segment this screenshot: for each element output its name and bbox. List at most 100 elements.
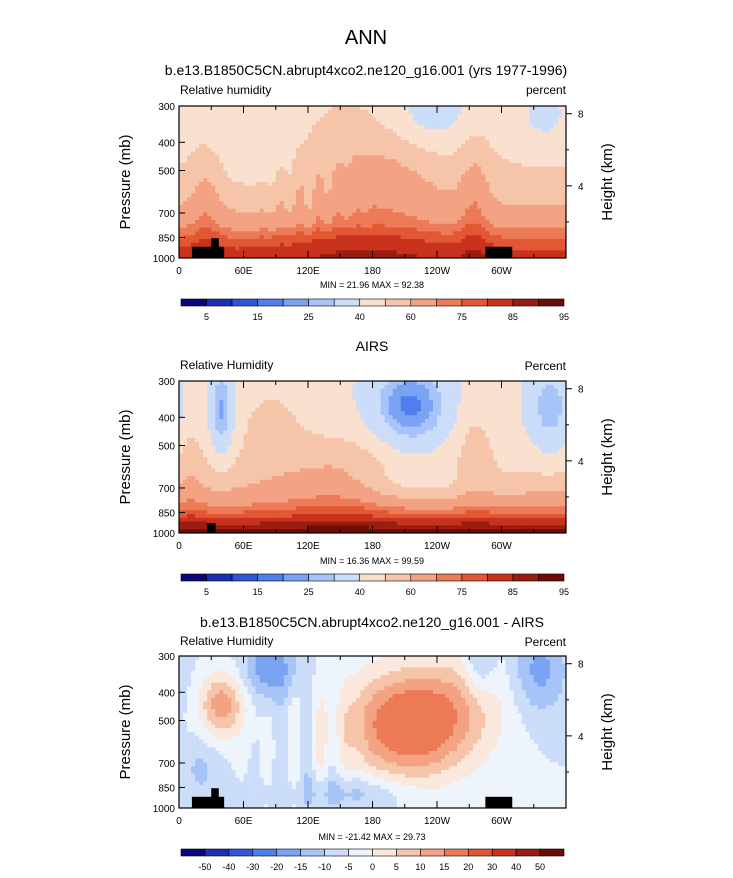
contour-cell <box>417 121 421 125</box>
contour-cell <box>296 400 300 404</box>
contour-cell <box>207 117 211 121</box>
contour-cell <box>256 400 260 404</box>
contour-cell <box>195 140 199 144</box>
contour-cell <box>433 400 437 404</box>
contour-cell <box>381 110 385 114</box>
contour-cell <box>510 209 514 213</box>
contour-cell <box>518 106 522 110</box>
contour-cell <box>457 235 461 239</box>
contour-cell <box>429 148 433 152</box>
contour-cell <box>292 136 296 140</box>
contour-cell <box>518 415 522 419</box>
contour-cell <box>453 385 457 389</box>
contour-cell <box>485 239 489 243</box>
contour-cell <box>211 133 215 137</box>
contour-cell <box>256 389 260 393</box>
contour-cell <box>360 250 364 254</box>
contour-cell <box>352 140 356 144</box>
contour-cell <box>437 174 441 178</box>
contour-cell <box>308 136 312 140</box>
contour-cell <box>312 389 316 393</box>
contour-cell <box>248 247 252 251</box>
contour-cell <box>235 408 239 412</box>
contour-cell <box>526 209 530 213</box>
contour-cell <box>340 224 344 228</box>
contour-cell <box>191 404 195 408</box>
contour-cell <box>401 163 405 167</box>
contour-cell <box>425 220 429 224</box>
contour-cell <box>348 125 352 129</box>
contour-cell <box>252 209 256 213</box>
contour-cell <box>461 231 465 235</box>
contour-cell <box>199 243 203 247</box>
contour-cell <box>397 385 401 389</box>
contour-cell <box>433 389 437 393</box>
contour-cell <box>457 205 461 209</box>
contour-cell <box>445 408 449 412</box>
contour-cell <box>360 400 364 404</box>
contour-cell <box>514 110 518 114</box>
contour-cell <box>199 392 203 396</box>
contour-cell <box>332 174 336 178</box>
contour-cell <box>344 155 348 159</box>
contour-cell <box>457 239 461 243</box>
contour-cell <box>300 117 304 121</box>
contour-cell <box>308 140 312 144</box>
contour-cell <box>497 136 501 140</box>
contour-cell <box>457 247 461 251</box>
contour-cell <box>506 231 510 235</box>
contour-cell <box>502 148 506 152</box>
contour-cell <box>280 411 284 415</box>
contour-cell <box>429 392 433 396</box>
contour-cell <box>546 212 550 216</box>
contour-cell <box>300 121 304 125</box>
contour-cell <box>510 155 514 159</box>
contour-cell <box>284 193 288 197</box>
contour-cell <box>272 224 276 228</box>
contour-cell <box>542 159 546 163</box>
contour-cell <box>473 197 477 201</box>
contour-cell <box>260 231 264 235</box>
contour-cell <box>554 224 558 228</box>
contour-cell <box>373 243 377 247</box>
contour-cell <box>308 155 312 159</box>
contour-cell <box>469 117 473 121</box>
contour-cell <box>465 133 469 137</box>
contour-cell <box>546 247 550 251</box>
contour-cell <box>308 220 312 224</box>
panel-model: b.e13.B1850C5CN.abrupt4xco2.ne120_g16.00… <box>117 62 616 322</box>
contour-cell <box>344 125 348 129</box>
contour-cell <box>356 404 360 408</box>
contour-cell <box>235 114 239 118</box>
contour-cell <box>473 171 477 175</box>
contour-cell <box>385 408 389 412</box>
contour-cell <box>316 140 320 144</box>
contour-cell <box>296 235 300 239</box>
contour-cell <box>268 419 272 423</box>
contour-cell <box>473 110 477 114</box>
contour-cell <box>538 224 542 228</box>
contour-cell <box>485 129 489 133</box>
contour-cell <box>469 148 473 152</box>
contour-cell <box>389 224 393 228</box>
contour-cell <box>215 385 219 389</box>
contour-cell <box>256 125 260 129</box>
contour-cell <box>211 155 215 159</box>
contour-cell <box>429 178 433 182</box>
contour-cell <box>389 415 393 419</box>
contour-cell <box>445 136 449 140</box>
contour-cell <box>340 235 344 239</box>
contour-cell <box>183 193 187 197</box>
contour-cell <box>356 201 360 205</box>
contour-cell <box>235 201 239 205</box>
contour-cell <box>381 400 385 404</box>
contour-cell <box>441 197 445 201</box>
contour-cell <box>558 224 562 228</box>
contour-cell <box>558 182 562 186</box>
contour-cell <box>187 171 191 175</box>
colorbar-swatch <box>360 299 386 306</box>
contour-cell <box>211 182 215 186</box>
contour-cell <box>272 197 276 201</box>
contour-cell <box>356 408 360 412</box>
contour-cell <box>461 114 465 118</box>
